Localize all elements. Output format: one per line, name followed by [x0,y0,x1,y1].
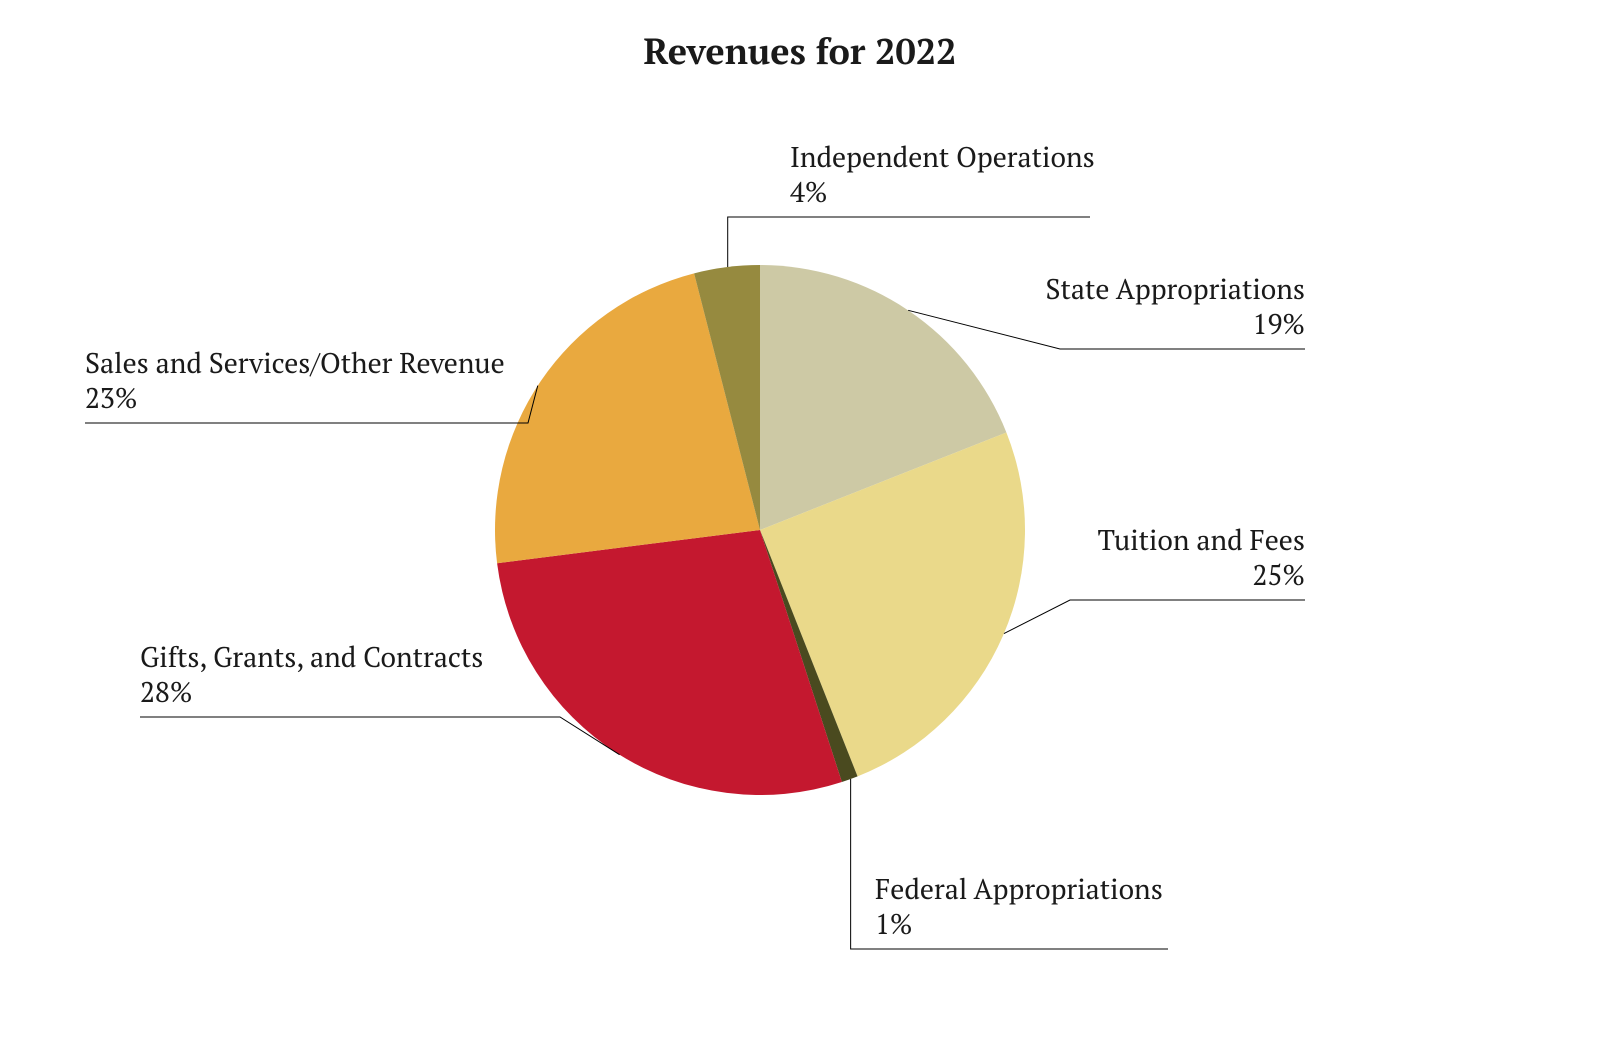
slice-label-name: Independent Operations [790,140,1095,175]
slice-label-percent: 28% [140,675,483,710]
leader-line [140,717,620,755]
slice-label-name: Federal Appropriations [875,872,1163,907]
slice-label: Independent Operations4% [790,140,1095,210]
slice-label-name: Gifts, Grants, and Contracts [140,640,483,675]
slice-label: Tuition and Fees25% [1098,523,1305,593]
slice-label-percent: 19% [1045,307,1305,342]
slice-label: Federal Appropriations1% [875,872,1163,942]
leader-line [1004,600,1305,634]
slice-label-name: State Appropriations [1045,272,1305,307]
slice-label: Sales and Services/Other Revenue23% [85,346,505,416]
slice-label: Gifts, Grants, and Contracts28% [140,640,483,710]
slice-label-percent: 23% [85,381,505,416]
slice-label-percent: 25% [1098,558,1305,593]
slice-label-percent: 1% [875,907,1163,942]
leader-line [728,217,1090,267]
slice-label: State Appropriations19% [1045,272,1305,342]
slice-label-percent: 4% [790,175,1095,210]
slice-label-name: Sales and Services/Other Revenue [85,346,505,381]
slice-label-name: Tuition and Fees [1098,523,1305,558]
